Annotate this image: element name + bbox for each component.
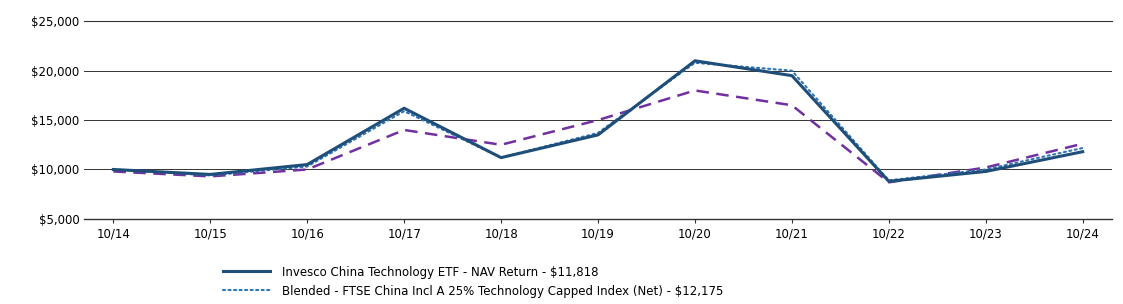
MSCI China Index (Net) - $12,609	[882, 181, 895, 184]
Invesco China Technology ETF - NAV Return - $11,818	[398, 106, 411, 110]
Line: MSCI China Index (Net) - $12,609: MSCI China Index (Net) - $12,609	[113, 91, 1083, 182]
MSCI China Index (Net) - $12,609	[688, 89, 702, 92]
Legend: Invesco China Technology ETF - NAV Return - $11,818, Blended - FTSE China Incl A: Invesco China Technology ETF - NAV Retur…	[218, 261, 728, 304]
MSCI China Index (Net) - $12,609	[785, 103, 798, 107]
MSCI China Index (Net) - $12,609	[494, 143, 508, 147]
Invesco China Technology ETF - NAV Return - $11,818	[979, 170, 993, 173]
Blended - FTSE China Incl A 25% Technology Capped Index (Net) - $12,175	[882, 178, 895, 182]
Invesco China Technology ETF - NAV Return - $11,818	[1076, 150, 1089, 154]
MSCI China Index (Net) - $12,609	[1076, 142, 1089, 146]
Invesco China Technology ETF - NAV Return - $11,818	[203, 173, 217, 176]
Invesco China Technology ETF - NAV Return - $11,818	[107, 168, 120, 171]
MSCI China Index (Net) - $12,609	[301, 168, 314, 171]
Blended - FTSE China Incl A 25% Technology Capped Index (Net) - $12,175	[591, 131, 604, 135]
Invesco China Technology ETF - NAV Return - $11,818	[301, 163, 314, 166]
Line: Blended - FTSE China Incl A 25% Technology Capped Index (Net) - $12,175: Blended - FTSE China Incl A 25% Technolo…	[113, 63, 1083, 180]
MSCI China Index (Net) - $12,609	[591, 118, 604, 122]
Invesco China Technology ETF - NAV Return - $11,818	[591, 133, 604, 137]
Invesco China Technology ETF - NAV Return - $11,818	[688, 59, 702, 63]
Blended - FTSE China Incl A 25% Technology Capped Index (Net) - $12,175	[203, 174, 217, 177]
Invesco China Technology ETF - NAV Return - $11,818	[785, 74, 798, 78]
Blended - FTSE China Incl A 25% Technology Capped Index (Net) - $12,175	[398, 109, 411, 113]
Blended - FTSE China Incl A 25% Technology Capped Index (Net) - $12,175	[1076, 146, 1089, 150]
Line: Invesco China Technology ETF - NAV Return - $11,818: Invesco China Technology ETF - NAV Retur…	[113, 61, 1083, 181]
Invesco China Technology ETF - NAV Return - $11,818	[882, 179, 895, 183]
MSCI China Index (Net) - $12,609	[203, 174, 217, 178]
Blended - FTSE China Incl A 25% Technology Capped Index (Net) - $12,175	[688, 61, 702, 64]
MSCI China Index (Net) - $12,609	[979, 166, 993, 169]
Invesco China Technology ETF - NAV Return - $11,818	[494, 156, 508, 159]
Blended - FTSE China Incl A 25% Technology Capped Index (Net) - $12,175	[494, 156, 508, 159]
Blended - FTSE China Incl A 25% Technology Capped Index (Net) - $12,175	[785, 69, 798, 72]
Blended - FTSE China Incl A 25% Technology Capped Index (Net) - $12,175	[107, 168, 120, 171]
Blended - FTSE China Incl A 25% Technology Capped Index (Net) - $12,175	[301, 165, 314, 168]
Blended - FTSE China Incl A 25% Technology Capped Index (Net) - $12,175	[979, 168, 993, 171]
MSCI China Index (Net) - $12,609	[107, 170, 120, 173]
MSCI China Index (Net) - $12,609	[398, 128, 411, 132]
